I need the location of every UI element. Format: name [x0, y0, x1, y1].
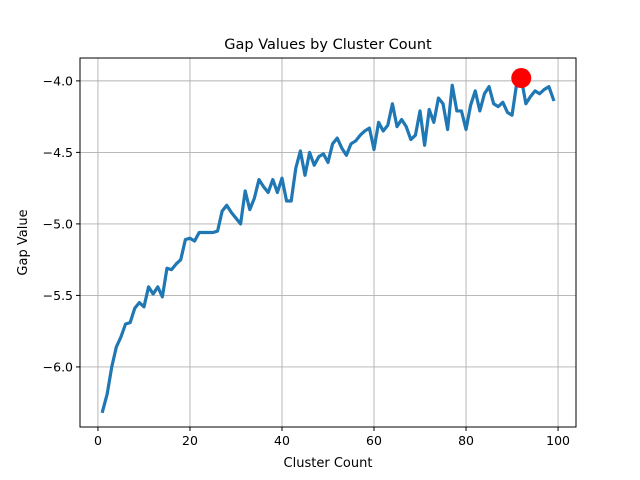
y-tick-label: −5.5	[43, 288, 73, 303]
y-tick-label: −6.0	[43, 359, 73, 374]
chart-title: Gap Values by Cluster Count	[224, 37, 432, 53]
data-layer	[100, 68, 556, 414]
y-tick-label: −5.0	[43, 216, 73, 231]
x-tick-label: 20	[182, 433, 198, 448]
gap-series-line	[100, 76, 556, 414]
plot-area-background	[80, 58, 576, 427]
highlight-point	[511, 68, 532, 89]
x-tick-label: 60	[366, 433, 382, 448]
tick-layer: 0 20 40 60 80 100 −6.0 −5.5 −5.0 −4.5 −4.0	[43, 73, 570, 448]
y-tick-label: −4.0	[43, 73, 73, 88]
x-tick-label: 0	[94, 433, 102, 448]
x-axis-label: Cluster Count	[284, 456, 373, 471]
x-tick-label: 40	[274, 433, 290, 448]
y-axis-label: Gap Value	[16, 209, 31, 275]
plot-frame	[79, 57, 577, 428]
y-tick-label: −4.5	[43, 145, 73, 160]
x-tick-label: 80	[458, 433, 474, 448]
x-tick-label: 100	[546, 433, 570, 448]
